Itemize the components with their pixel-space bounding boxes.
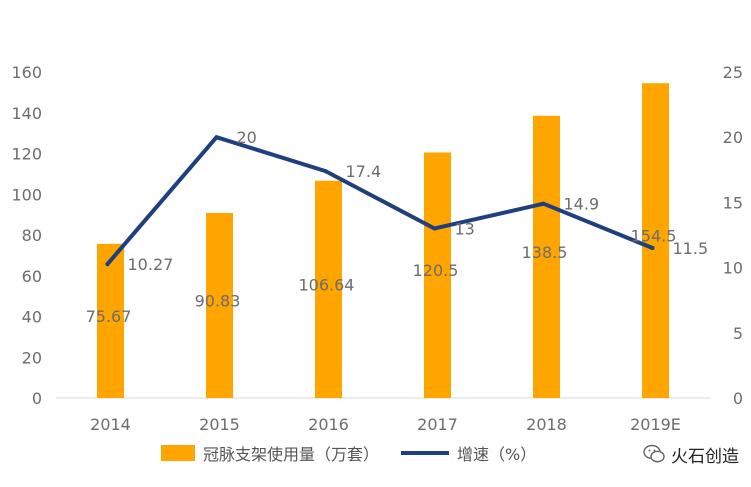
y-left-tick-label: 40	[22, 308, 42, 327]
y-left-tick-label: 20	[22, 348, 42, 367]
line-point-2019E	[650, 246, 655, 251]
bar-2019E	[642, 83, 669, 399]
y-right-tick-label: 10	[723, 259, 743, 278]
bar-series	[97, 83, 669, 399]
bar-2017	[424, 152, 451, 398]
line-value-label: 14.9	[564, 195, 600, 214]
x-tick-label: 2016	[308, 415, 349, 434]
legend-line-swatch	[401, 451, 450, 455]
growth-line	[105, 135, 655, 267]
line-series	[105, 135, 655, 267]
y-left-tick-label: 100	[11, 185, 42, 204]
legend: 冠脉支架使用量（万套） 增速（%）	[161, 440, 558, 466]
bar-2016	[315, 180, 342, 398]
y-left-tick-label: 120	[11, 145, 42, 164]
y-left-tick-label: 0	[32, 389, 42, 408]
watermark-text: 火石创造	[671, 446, 739, 467]
x-tick-label: 2019E	[630, 415, 681, 434]
bar-2015	[206, 212, 233, 398]
legend-label-line: 增速（%）	[457, 445, 537, 464]
legend-bar-swatch	[161, 445, 195, 461]
line-value-label: 11.5	[673, 239, 709, 258]
legend-label-bar: 冠脉支架使用量（万套）	[203, 445, 380, 464]
bar-value-label: 90.83	[195, 291, 241, 310]
x-tick-label: 2014	[90, 415, 131, 434]
right-axis-ticks: 0 5 10 15 20 25	[723, 63, 743, 408]
y-left-tick-label: 60	[22, 267, 42, 286]
y-left-tick-label: 140	[11, 104, 42, 123]
legend-item-bar: 冠脉支架使用量（万套）	[161, 441, 379, 465]
bar-2014	[97, 243, 124, 398]
watermark: 火石创造	[643, 440, 739, 468]
line-value-label: 13	[455, 219, 475, 238]
bar-value-label: 75.67	[86, 307, 132, 326]
line-point-2015	[214, 135, 219, 140]
x-tick-label: 2017	[417, 415, 458, 434]
line-value-label: 10.27	[128, 255, 174, 274]
line-value-label: 20	[237, 128, 257, 147]
line-value-label: 17.4	[346, 162, 382, 181]
legend-item-line: 增速（%）	[401, 441, 536, 465]
line-point-2018	[541, 201, 546, 206]
y-right-tick-label: 20	[723, 128, 743, 147]
line-point-2016	[323, 169, 328, 174]
x-axis-ticks: 2014 2015 2016 2017 2018 2019E	[90, 415, 681, 434]
bar-2018	[533, 115, 560, 399]
y-right-tick-label: 15	[723, 193, 743, 212]
bar-value-label: 138.5	[522, 243, 568, 262]
line-point-2017	[432, 226, 437, 231]
y-right-tick-label: 0	[733, 389, 743, 408]
y-right-tick-label: 25	[723, 63, 743, 82]
y-right-tick-label: 5	[733, 324, 743, 343]
x-tick-label: 2015	[199, 415, 240, 434]
bar-value-label: 120.5	[413, 261, 459, 280]
left-axis-ticks: 0 20 40 60 80 100 120 140 160	[11, 63, 42, 408]
wechat-icon	[643, 444, 665, 463]
bar-value-label: 154.5	[631, 227, 677, 246]
bar-value-label: 106.64	[299, 275, 355, 294]
y-left-tick-label: 80	[22, 226, 42, 245]
data-labels: 75.67 90.83 106.64 120.5 138.5 154.5 10.27 20 17…	[86, 128, 709, 326]
line-point-2014	[105, 262, 110, 267]
y-left-tick-label: 160	[11, 63, 42, 82]
x-tick-label: 2018	[526, 415, 567, 434]
